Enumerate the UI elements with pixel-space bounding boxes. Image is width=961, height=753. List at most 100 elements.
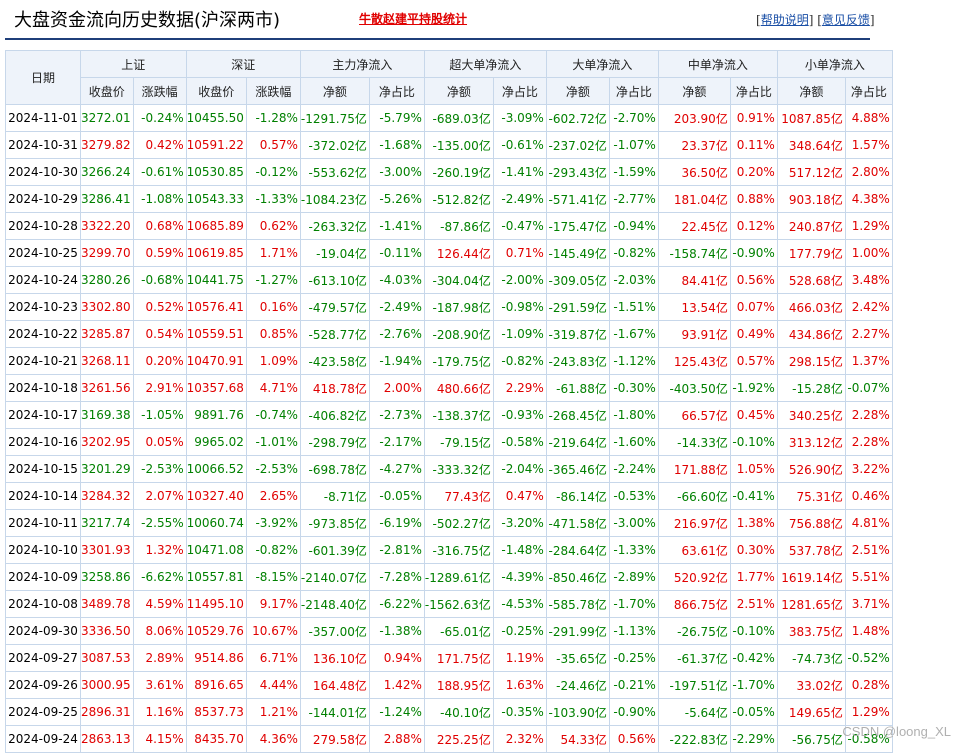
table-cell: 526.90亿 xyxy=(776,455,846,483)
table-cell: -1.68% xyxy=(368,131,425,159)
table-cell: 0.56% xyxy=(729,266,778,294)
table-cell: -2.89% xyxy=(608,563,659,591)
table-cell: -0.82% xyxy=(492,347,547,375)
table-cell: -24.46亿 xyxy=(545,671,610,699)
table-cell: -0.93% xyxy=(492,401,547,429)
table-cell: -1.67% xyxy=(608,320,659,348)
table-cell: -2.53% xyxy=(245,455,301,483)
table-cell: 177.79亿 xyxy=(776,239,846,267)
table-cell: 10685.89 xyxy=(185,212,247,240)
table-cell: 9891.76 xyxy=(185,401,247,429)
table-cell: -0.82% xyxy=(608,239,659,267)
table-cell: -61.37亿 xyxy=(657,644,731,672)
table-cell: 1.21% xyxy=(245,698,301,726)
table-cell: 23.37亿 xyxy=(657,131,731,159)
table-cell: 0.45% xyxy=(729,401,778,429)
table-cell: 10543.33 xyxy=(185,185,247,213)
table-cell: 2.28% xyxy=(844,401,893,429)
table-cell: -613.10亿 xyxy=(299,266,370,294)
feedback-link[interactable]: 意见反馈 xyxy=(821,13,870,27)
table-cell: 2896.31 xyxy=(80,698,134,726)
column-header-small: 小单净流入 xyxy=(776,50,893,78)
table-cell: -138.37亿 xyxy=(423,401,494,429)
table-cell: 0.57% xyxy=(729,347,778,375)
column-header-date: 日期 xyxy=(5,50,81,105)
table-cell: 0.12% xyxy=(729,212,778,240)
table-cell: -2.49% xyxy=(492,185,547,213)
fund-flow-table: 日期 上证 深证 主力净流入 超大单净流入 大单净流入 中单净流入 小单净流入 … xyxy=(5,50,893,753)
table-cell: 1619.14亿 xyxy=(776,563,846,591)
table-cell: -1.70% xyxy=(608,590,659,618)
table-cell: -86.14亿 xyxy=(545,482,610,510)
table-cell: -1291.75亿 xyxy=(299,104,370,132)
table-cell: -0.90% xyxy=(729,239,778,267)
table-cell: 0.20% xyxy=(729,158,778,186)
table-cell: -103.90亿 xyxy=(545,698,610,726)
table-row: 2024-09-24 2863.13 4.15% 8435.70 4.36% 279.58… xyxy=(5,725,893,753)
table-cell: -1.24% xyxy=(368,698,425,726)
table-cell: 2.42% xyxy=(844,293,893,321)
table-cell: 3217.74 xyxy=(80,509,134,537)
table-cell: -6.22% xyxy=(368,590,425,618)
table-cell: 225.25亿 xyxy=(423,725,494,753)
table-cell: 3.22% xyxy=(844,455,893,483)
table-cell: -8.15% xyxy=(245,563,301,591)
table-cell: 1.00% xyxy=(844,239,893,267)
table-cell: -5.26% xyxy=(368,185,425,213)
table-cell: -2.77% xyxy=(608,185,659,213)
table-cell: 756.88亿 xyxy=(776,509,846,537)
promo-link[interactable]: 牛散赵建平持股统计 xyxy=(359,12,468,26)
table-cell: 0.68% xyxy=(132,212,187,240)
date-cell: 2024-10-18 xyxy=(5,374,81,402)
table-cell: -365.46亿 xyxy=(545,455,610,483)
table-cell: 3272.01 xyxy=(80,104,134,132)
table-cell: 10559.51 xyxy=(185,320,247,348)
table-row: 2024-10-10 3301.93 1.32% 10471.08 -0.82% -601… xyxy=(5,536,893,564)
table-cell: 3301.93 xyxy=(80,536,134,564)
table-cell: 3285.87 xyxy=(80,320,134,348)
table-cell: -1084.23亿 xyxy=(299,185,370,213)
table-cell: 13.54亿 xyxy=(657,293,731,321)
table-cell: -0.61% xyxy=(492,131,547,159)
table-cell: -0.25% xyxy=(608,644,659,672)
date-cell: 2024-10-09 xyxy=(5,563,81,591)
table-cell: 8.06% xyxy=(132,617,187,645)
table-cell: 2.27% xyxy=(844,320,893,348)
table-cell: 9.17% xyxy=(245,590,301,618)
table-cell: -19.04亿 xyxy=(299,239,370,267)
table-cell: -0.94% xyxy=(608,212,659,240)
help-link[interactable]: 帮助说明 xyxy=(760,13,809,27)
table-cell: -309.05亿 xyxy=(545,266,610,294)
table-row: 2024-10-15 3201.29 -2.53% 10066.52 -2.53% -69… xyxy=(5,455,893,483)
date-cell: 2024-10-08 xyxy=(5,590,81,618)
table-cell: -0.25% xyxy=(492,617,547,645)
table-cell: 1281.65亿 xyxy=(776,590,846,618)
date-cell: 2024-10-17 xyxy=(5,401,81,429)
table-cell: 54.33亿 xyxy=(545,725,610,753)
table-cell: 77.43亿 xyxy=(423,482,494,510)
table-cell: 2.07% xyxy=(132,482,187,510)
table-cell: 2863.13 xyxy=(80,725,134,753)
date-cell: 2024-10-24 xyxy=(5,266,81,294)
table-cell: 2.88% xyxy=(368,725,425,753)
table-cell: 1.71% xyxy=(245,239,301,267)
column-header-xlarge-net: 净额 xyxy=(423,77,494,105)
table-cell: -15.28亿 xyxy=(776,374,846,402)
page-title: 大盘资金流向历史数据(沪深两市) xyxy=(14,10,281,31)
table-cell: 1.37% xyxy=(844,347,893,375)
table-cell: 10327.40 xyxy=(185,482,247,510)
table-cell: -2.49% xyxy=(368,293,425,321)
table-cell: 216.97亿 xyxy=(657,509,731,537)
table-cell: -2.76% xyxy=(368,320,425,348)
column-header-small-ratio: 净占比 xyxy=(844,77,893,105)
table-cell: 3286.41 xyxy=(80,185,134,213)
column-header-large-ratio: 净占比 xyxy=(608,77,659,105)
table-cell: 1.42% xyxy=(368,671,425,699)
table-cell: 4.38% xyxy=(844,185,893,213)
table-cell: 520.92亿 xyxy=(657,563,731,591)
table-cell: 63.61亿 xyxy=(657,536,731,564)
table-cell: 903.18亿 xyxy=(776,185,846,213)
table-cell: 3336.50 xyxy=(80,617,134,645)
table-cell: 3.71% xyxy=(844,590,893,618)
table-cell: 10471.08 xyxy=(185,536,247,564)
